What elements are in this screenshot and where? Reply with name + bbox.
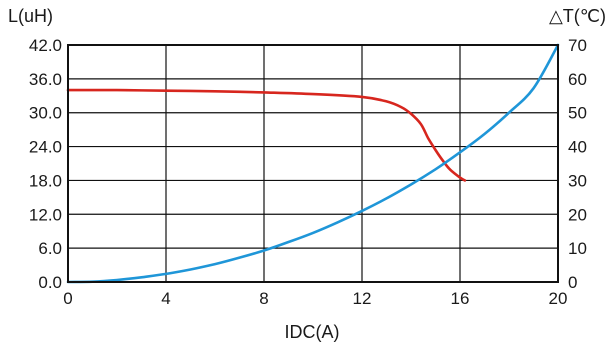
y-right-tick-label: 70 [568,36,587,55]
y-right-tick-label: 10 [568,239,587,258]
y-left-tick-label: 12.0 [29,205,62,224]
y-right-tick-label: 30 [568,171,587,190]
y-left-tick-label: 0.0 [38,273,62,292]
y-left-tick-label: 24.0 [29,138,62,157]
grid [68,45,558,282]
x-axis-title: IDC(A) [285,322,340,342]
y-right-tick-label: 50 [568,104,587,123]
right-axis-title: △T(℃) [549,6,606,26]
y-right-tick-label: 20 [568,205,587,224]
x-tick-label: 8 [259,289,268,308]
temperature-rise-line [66,43,560,284]
x-tick-label: 12 [353,289,372,308]
y-right-tick-label: 40 [568,138,587,157]
y-right-tick-label: 0 [568,273,577,292]
y-right-tick-label: 60 [568,70,587,89]
left-axis-title: L(uH) [8,6,53,26]
tick-labels: 0 4 8 12 16 20 0.0 6.0 12.0 18.0 24.0 30.0 36.0 42.0 0… [29,36,587,308]
series-group [66,43,560,284]
x-tick-label: 20 [549,289,568,308]
x-tick-label: 16 [451,289,470,308]
y-left-tick-label: 30.0 [29,104,62,123]
y-left-tick-label: 18.0 [29,171,62,190]
plot-frame [67,44,559,283]
inductance-line [66,88,467,182]
y-left-tick-label: 42.0 [29,36,62,55]
x-tick-label: 4 [161,289,170,308]
y-left-tick-label: 6.0 [38,239,62,258]
x-tick-label: 0 [63,289,72,308]
y-left-tick-label: 36.0 [29,70,62,89]
